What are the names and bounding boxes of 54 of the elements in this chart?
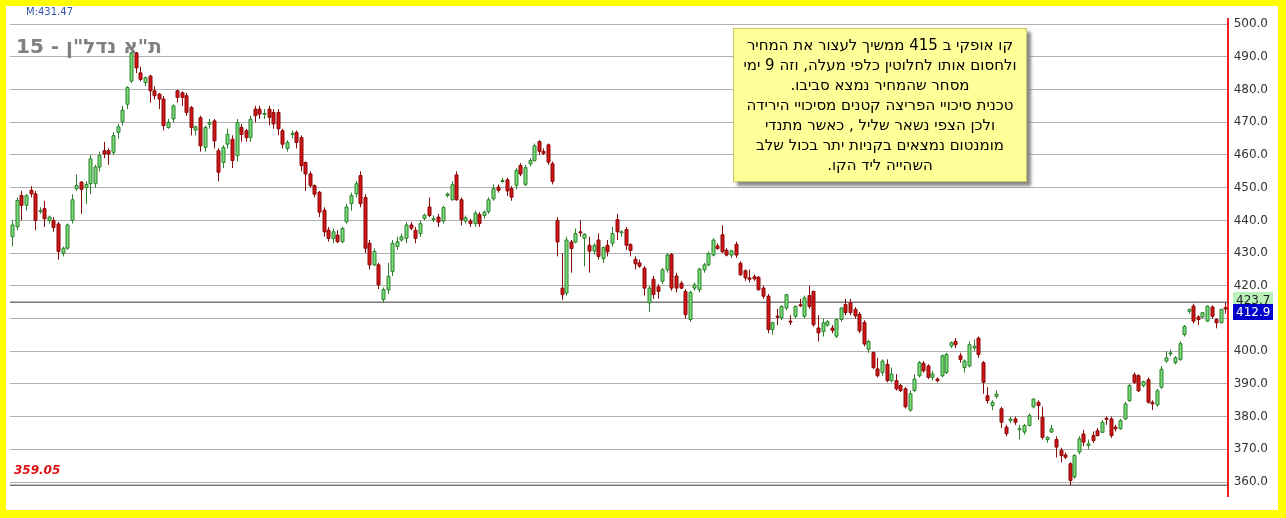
text: ת"א נדל"ן - 15 [16,34,162,58]
candlestick [560,252,565,301]
y-tick-label: 430.0 [1233,245,1269,260]
candlestick [1068,461,1073,486]
candlestick [647,285,652,313]
candlestick [578,219,583,238]
text: M:431.47 [26,6,73,17]
candlestick [376,262,381,290]
annotation: קו אופקי ב 415 ממשיך לעצור את המחיר ולחסום אותו לחלוטין כלפי מעלה, וזה 9 ימי מסחר שהמחיר נמצא סביבו. [742,35,1018,95]
y-tick-label: 490.0 [1233,48,1269,63]
y-tick-label: 420.0 [1233,277,1269,292]
y-tick-label: 380.0 [1233,408,1269,423]
candlestick [267,105,272,127]
candlestick [216,147,221,182]
candlestick [555,216,560,257]
candlestick [944,352,949,375]
y-tick-label: 470.0 [1233,114,1269,129]
y-tick-label: 360.0 [1233,474,1269,489]
y-tick-label: 440.0 [1233,212,1269,227]
candlestick [981,360,986,395]
candlestick [427,196,432,218]
candlestick [111,131,116,156]
candlestick [212,118,217,149]
candlestick [610,226,615,248]
candlestick [683,288,688,320]
candlestick [569,239,574,274]
ref-line-label: 359.05 [14,463,61,478]
candlestick [1054,435,1059,459]
candlestick [1072,453,1077,480]
candlestick [120,105,125,127]
candlestick [19,190,24,221]
y-tick-label: 390.0 [1233,376,1269,391]
text: 412.9 [1233,304,1274,320]
y-tick-label: 500.0 [1233,16,1269,31]
candlestick [230,134,235,169]
text: 423.7 [1233,292,1274,308]
y-tick-label: 480.0 [1233,81,1269,96]
candlestick [999,406,1004,429]
candlestick [816,314,821,342]
candlestick [1159,365,1164,390]
candlestick [587,236,592,274]
candlestick [70,193,75,225]
candlestick [125,85,130,110]
candlestick [514,167,519,190]
annotation: טכנית סיכויי הפריצה קטנים מסיכויי הירידה ולכן הצפי נשאר שליל , כאשר מתנדי מומנטום נמצאים בקניות יתר בכול שלב השהייה ליד הקו. [745,95,1015,175]
y-tick-label: 450.0 [1233,179,1269,194]
candlestick [79,180,84,215]
y-tick-label: 400.0 [1233,343,1269,358]
candlestick [582,232,587,267]
candlestick [523,164,528,187]
y-tick-label: 370.0 [1233,441,1269,456]
y-tick-label: 460.0 [1233,147,1269,162]
candlestick [642,265,647,297]
candlestick [344,203,349,225]
